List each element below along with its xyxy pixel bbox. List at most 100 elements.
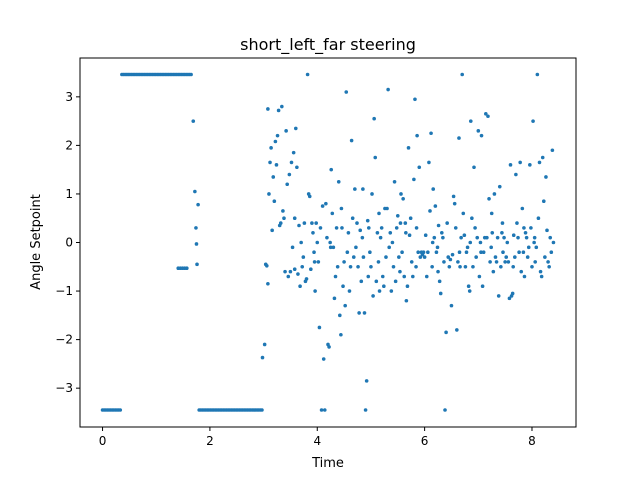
data-point <box>373 155 378 160</box>
data-point <box>511 233 516 238</box>
data-point <box>415 133 419 138</box>
data-point <box>441 235 445 240</box>
data-point <box>435 245 440 250</box>
data-point <box>307 194 312 199</box>
data-point <box>397 255 401 259</box>
data-point <box>447 264 452 269</box>
data-point <box>376 260 381 264</box>
data-point <box>324 201 328 206</box>
data-point <box>278 221 283 225</box>
data-point <box>399 192 403 196</box>
data-point <box>361 187 365 191</box>
data-point <box>530 264 534 269</box>
data-point <box>467 289 472 293</box>
data-point <box>499 264 503 269</box>
data-point <box>515 221 519 225</box>
data-point <box>453 226 458 230</box>
data-point <box>465 245 470 250</box>
data-point <box>409 260 414 264</box>
data-point <box>478 240 483 245</box>
data-point <box>296 272 300 276</box>
data-point <box>451 194 456 199</box>
data-point <box>339 206 344 211</box>
data-point <box>444 330 448 335</box>
data-point <box>313 289 317 293</box>
data-point <box>424 274 429 279</box>
data-point <box>429 131 433 136</box>
data-point <box>369 264 373 269</box>
data-point <box>354 245 358 250</box>
data-point <box>475 235 480 240</box>
data-point <box>522 274 527 279</box>
data-point <box>487 197 491 201</box>
data-point <box>536 216 541 221</box>
data-point <box>449 303 454 308</box>
data-point <box>518 160 522 165</box>
data-point <box>345 250 350 255</box>
data-point <box>292 267 297 272</box>
data-point <box>348 264 353 269</box>
data-point <box>484 112 488 116</box>
data-point <box>539 274 544 279</box>
data-point <box>517 250 521 255</box>
data-point <box>362 311 367 315</box>
data-point <box>195 262 199 267</box>
data-point <box>532 235 537 240</box>
data-point <box>532 240 536 245</box>
data-point <box>272 199 277 204</box>
data-point <box>342 260 346 264</box>
x-tick-label: 4 <box>313 434 321 448</box>
data-point <box>520 206 525 211</box>
data-point <box>489 211 494 216</box>
y-tick-label: 3 <box>65 90 73 104</box>
data-point <box>281 209 285 213</box>
data-point <box>380 274 385 279</box>
data-point <box>445 221 449 225</box>
data-point <box>262 342 267 347</box>
data-point <box>411 274 415 279</box>
data-point <box>310 221 314 225</box>
data-point <box>298 284 302 289</box>
data-point <box>287 172 292 177</box>
data-point <box>488 260 492 264</box>
data-point <box>280 104 284 109</box>
data-point <box>189 72 193 77</box>
data-point <box>196 202 200 207</box>
y-axis-label: Angle Setpoint <box>29 194 44 290</box>
data-point <box>344 90 349 94</box>
data-point <box>457 136 461 140</box>
data-point <box>481 250 486 255</box>
data-point <box>372 116 376 121</box>
data-point <box>389 289 394 293</box>
data-point <box>438 291 443 296</box>
data-point <box>331 245 336 250</box>
data-point <box>193 189 197 194</box>
data-point <box>338 313 342 318</box>
data-point <box>317 325 322 330</box>
data-point <box>339 332 343 337</box>
data-point <box>414 264 418 269</box>
data-point <box>361 255 366 259</box>
data-point <box>359 279 364 284</box>
data-point <box>506 260 511 264</box>
data-point <box>491 269 496 274</box>
data-point <box>353 187 357 191</box>
x-axis-ticks: 0 2 4 6 8 <box>99 427 536 448</box>
data-point <box>525 255 530 259</box>
x-tick-label: 6 <box>421 434 429 448</box>
data-point <box>422 255 427 259</box>
y-tick-label: 2 <box>65 138 73 152</box>
data-point <box>314 221 318 225</box>
data-point <box>194 226 198 230</box>
data-point <box>479 133 484 138</box>
data-point <box>266 107 270 111</box>
data-point <box>366 274 371 279</box>
data-point <box>455 328 459 332</box>
data-point <box>402 274 407 279</box>
data-point <box>335 264 340 269</box>
data-point <box>302 221 307 225</box>
data-point <box>378 235 383 240</box>
data-point <box>288 269 293 274</box>
data-point <box>351 255 356 259</box>
data-point <box>375 230 380 235</box>
